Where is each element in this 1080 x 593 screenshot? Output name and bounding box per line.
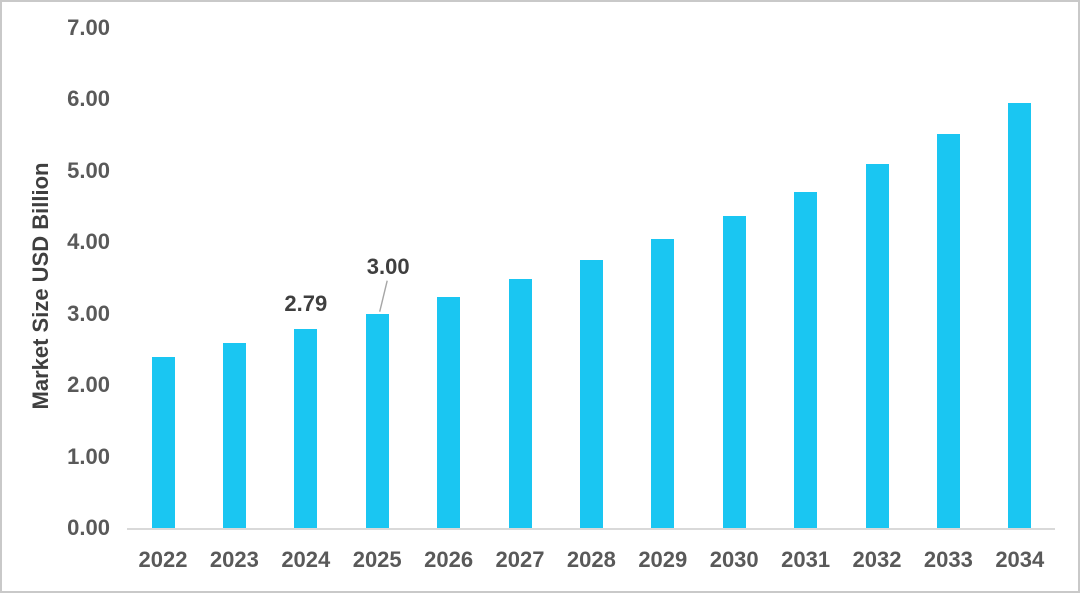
x-axis-tick-label: 2023 xyxy=(209,547,259,572)
bar-2028 xyxy=(579,260,603,528)
y-axis-tick-label: 6.00 xyxy=(67,86,110,112)
bar-2026 xyxy=(437,296,461,528)
x-axis-tick-label: 2022 xyxy=(138,547,188,572)
x-axis-tick-label: 2027 xyxy=(495,547,545,572)
bar-2030 xyxy=(722,215,746,528)
x-axis-tick-label: 2024 xyxy=(281,547,331,572)
x-axis-tick-label: 2025 xyxy=(352,547,402,572)
bar-2034 xyxy=(1008,103,1032,528)
bar-2023 xyxy=(222,343,246,528)
y-axis-tick-label: 7.00 xyxy=(67,15,110,40)
plot-area xyxy=(127,28,1055,530)
x-axis-tick-label: 2031 xyxy=(781,547,831,572)
bar-2033 xyxy=(936,134,960,528)
data-label-2024: 2.79 xyxy=(284,290,328,316)
x-axis-tick-label: 2029 xyxy=(638,547,688,572)
bar-2029 xyxy=(651,238,675,528)
y-axis-tick-label: 0.00 xyxy=(67,515,110,540)
y-axis-tick-label: 1.00 xyxy=(67,443,110,469)
y-axis-tick-label: 2.00 xyxy=(67,372,110,398)
bar-2024 xyxy=(294,328,318,528)
data-label-2025: 3.00 xyxy=(366,253,410,279)
x-axis-tick-label: 2028 xyxy=(566,547,616,572)
bar-2027 xyxy=(508,279,532,528)
y-axis-tick-label: 5.00 xyxy=(67,157,110,183)
y-axis-tick-label: 3.00 xyxy=(67,300,110,326)
x-axis-tick-label: 2026 xyxy=(424,547,474,572)
x-axis-tick-label: 2032 xyxy=(852,547,902,572)
bar-2032 xyxy=(865,164,889,528)
x-axis-tick-label: 2030 xyxy=(709,547,759,572)
bar-2025 xyxy=(365,313,389,528)
bar-2022 xyxy=(151,356,175,528)
y-axis-tick-label: 4.00 xyxy=(67,229,110,255)
x-axis-tick-label: 2034 xyxy=(995,547,1045,572)
bar-2031 xyxy=(794,191,818,528)
x-axis-tick-label: 2033 xyxy=(923,547,973,572)
